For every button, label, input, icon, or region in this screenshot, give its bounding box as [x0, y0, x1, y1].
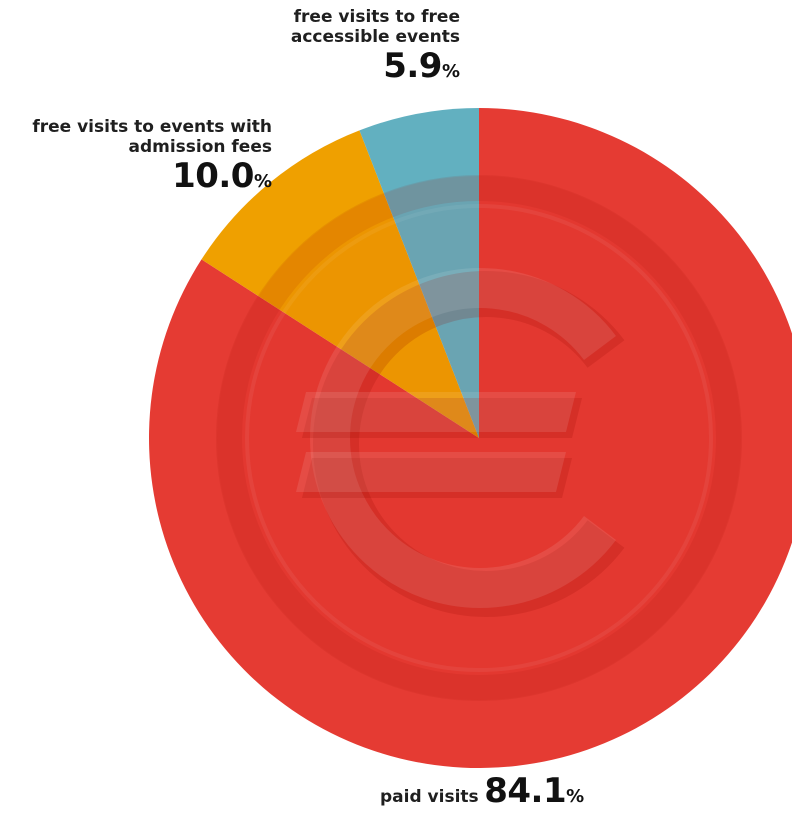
- slice-name-paid: paid visits: [380, 787, 479, 807]
- coin-face: [217, 176, 741, 700]
- pie-slice-free-visits-to-free-accessible-events: [359, 108, 479, 438]
- slice-value-paid: 84.1: [484, 771, 567, 811]
- slice-name-free-accessible-line2: accessible events: [290, 26, 460, 47]
- slice-label-admission-fee-events: free visits to events with admission fee…: [10, 117, 272, 197]
- slice-value-admission: 10.0: [172, 156, 254, 197]
- pie-slices: [149, 108, 792, 768]
- slice-label-free-accessible-events: free visits to free accessible events 5.…: [250, 7, 460, 87]
- slice-unit-paid: %: [566, 786, 585, 807]
- slice-name-admission-line2: admission fees: [128, 136, 272, 157]
- slice-name-free-accessible-line1: free visits to free: [293, 7, 460, 27]
- pie-slice-paid-visits: [149, 108, 792, 768]
- slice-unit-free-accessible: %: [441, 61, 460, 83]
- slice-unit-admission: %: [253, 171, 272, 193]
- pie-slice-free-visits-to-events-with-admission-fees: [201, 130, 479, 438]
- slice-value-free-accessible: 5.9: [383, 46, 442, 87]
- slice-label-paid-visits: paid visits 84.1%: [380, 771, 620, 811]
- slice-name-admission-line1: free visits to events with: [32, 117, 272, 137]
